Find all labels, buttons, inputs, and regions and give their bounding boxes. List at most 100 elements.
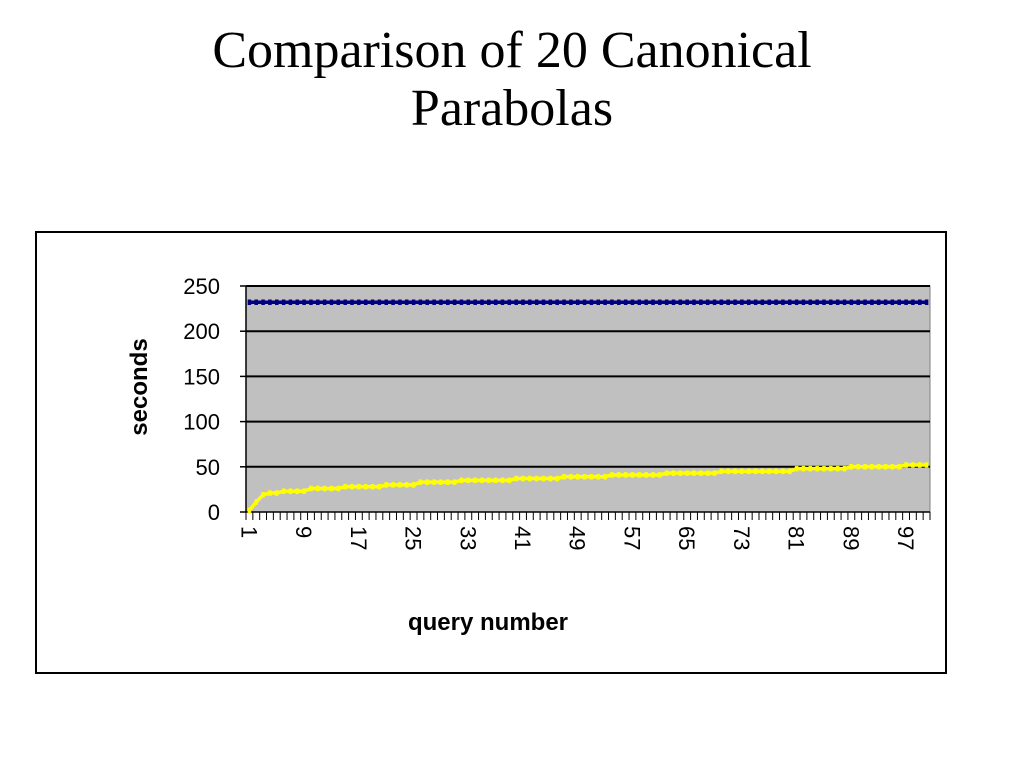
data-point (329, 485, 334, 492)
data-point (575, 299, 580, 306)
data-point (534, 299, 539, 306)
data-point (644, 299, 648, 306)
data-point (439, 299, 443, 306)
data-point (370, 299, 375, 306)
line-chart: 0 50 100 150 200 250 1 9 17 25 33 41 49 57 65 73 81 89 97… (126, 274, 931, 636)
y-tick-label: 250 (183, 274, 220, 299)
data-point (322, 485, 327, 492)
x-tick-label: 25 (401, 526, 426, 550)
x-tick-label: 9 (291, 526, 316, 538)
data-point (911, 462, 915, 468)
data-point (398, 299, 402, 306)
data-point (883, 299, 888, 306)
data-point (630, 299, 635, 306)
data-point (664, 299, 669, 306)
data-point (459, 299, 464, 306)
data-point (678, 299, 683, 306)
y-tick-label: 200 (183, 319, 220, 344)
data-point (534, 475, 539, 482)
data-point (316, 299, 320, 306)
data-point (343, 299, 347, 306)
x-tick-label: 97 (893, 526, 918, 550)
chart-frame: 0 50 100 150 200 250 1 9 17 25 33 41 49 57 65 73 81 89 97… (35, 231, 947, 674)
data-point (870, 464, 874, 470)
data-point (815, 299, 819, 306)
data-point (760, 299, 765, 306)
data-point (268, 299, 272, 306)
data-point (671, 299, 676, 306)
data-point (829, 465, 833, 472)
data-point (350, 483, 354, 490)
data-point (719, 468, 724, 475)
data-point (712, 299, 717, 306)
data-point (548, 299, 553, 306)
data-point (439, 479, 443, 485)
data-point (582, 299, 587, 306)
data-point (261, 299, 265, 306)
data-point (876, 464, 881, 470)
data-point (329, 299, 334, 306)
data-point (411, 299, 416, 306)
data-point (651, 299, 655, 306)
data-point (897, 464, 901, 470)
data-point (705, 470, 710, 476)
data-point (425, 299, 430, 306)
data-point (712, 470, 717, 476)
data-point (774, 468, 778, 475)
data-point (446, 479, 450, 485)
data-point (842, 299, 847, 306)
data-point (788, 299, 792, 306)
data-point (904, 299, 908, 306)
data-point (589, 473, 594, 480)
data-point (452, 299, 457, 306)
data-point (514, 475, 518, 482)
data-point (254, 299, 259, 306)
data-point (746, 468, 751, 475)
data-point (384, 299, 388, 306)
data-point (794, 465, 799, 472)
data-point (753, 299, 758, 306)
data-point (870, 299, 874, 306)
x-tick-label: 33 (455, 526, 480, 550)
data-point (288, 488, 293, 494)
x-tick-label: 89 (838, 526, 863, 550)
data-point (514, 299, 518, 306)
data-point (261, 492, 265, 498)
data-point (473, 477, 477, 484)
data-point (664, 470, 669, 476)
data-point (281, 299, 286, 306)
data-point (275, 490, 279, 496)
data-point (521, 299, 525, 306)
data-point (398, 482, 402, 488)
data-point (487, 477, 491, 484)
data-point (459, 477, 464, 484)
data-point (466, 299, 471, 306)
data-point (493, 299, 498, 306)
data-point (746, 299, 751, 306)
data-point (835, 465, 840, 472)
data-point (671, 470, 676, 476)
data-point (911, 299, 915, 306)
data-point (555, 475, 559, 482)
data-point (528, 475, 532, 482)
data-point (726, 468, 730, 475)
data-point (425, 479, 430, 485)
data-point (726, 299, 730, 306)
data-point (432, 479, 436, 485)
data-point (596, 473, 601, 480)
data-point (363, 299, 368, 306)
data-point (295, 488, 300, 494)
data-point (883, 464, 888, 470)
data-point (555, 299, 559, 306)
data-point (357, 299, 361, 306)
data-point (719, 299, 724, 306)
data-point (897, 299, 901, 306)
data-point (658, 472, 662, 478)
plot-area (245, 285, 931, 513)
data-point (822, 465, 826, 472)
data-point (589, 299, 594, 306)
data-point (623, 472, 628, 478)
data-point (651, 472, 655, 478)
data-point (377, 483, 382, 490)
data-point (876, 299, 881, 306)
